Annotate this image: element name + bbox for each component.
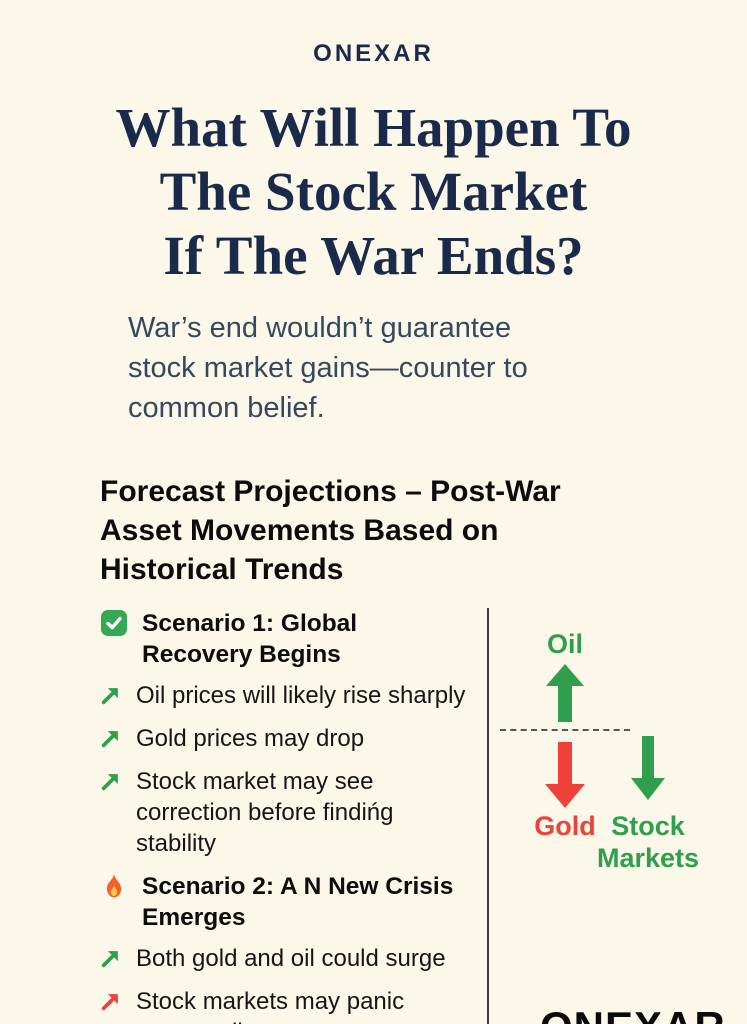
scenario-2-title: Scenario 2: A N New Crisis Emerges — [142, 873, 454, 931]
bullet-text: Stock market may see correction before f… — [136, 768, 394, 857]
subtitle-line-2: stock market gains—counter to — [128, 352, 528, 384]
up-right-arrow-icon — [100, 948, 121, 969]
bullet-text: Both gold and oil could surge — [136, 945, 446, 972]
up-right-arrow-icon — [100, 991, 121, 1012]
up-right-arrow-icon — [100, 771, 121, 792]
section-heading-line-1: Forecast Projections – Post-War — [100, 475, 561, 508]
up-right-arrow-icon — [100, 728, 121, 749]
scenario-2-header: Scenario 2: A N New Crisis Emerges — [100, 871, 472, 933]
bullet-text: Stock markets may panic temporarily — [136, 988, 405, 1024]
diagram-oil-label: Oil — [546, 629, 583, 659]
list-item: Both gold and oil could surge — [100, 943, 472, 974]
title-line-2: The Stock Market — [159, 161, 588, 222]
brand-logo-top: ONEXAR — [313, 40, 434, 67]
scenario-list: Scenario 1: Global Recovery Begins Oil p… — [100, 608, 472, 1024]
brand-logo-bottom: ONEXAR — [540, 1003, 726, 1024]
baseline-dashed-line — [500, 729, 630, 731]
section-heading: Forecast Projections – Post-War Asset Mo… — [100, 472, 660, 589]
bullet-text: Oil prices will likely rise sharply — [136, 682, 466, 709]
bullet-text: Gold prices may drop — [136, 725, 365, 752]
column-divider — [487, 608, 489, 1024]
list-item: Oil prices will likely rise sharply — [100, 680, 472, 711]
subtitle-line-1: War’s end wouldn’t guarantee — [128, 312, 512, 344]
diagram-stock-label: Stock Markets — [596, 811, 700, 873]
page-subtitle: War’s end wouldn’t guarantee stock marke… — [128, 308, 628, 428]
list-item: Stock markets may panic temporarily — [100, 986, 472, 1024]
gold-down-arrow — [545, 742, 585, 808]
check-badge-icon — [100, 609, 128, 637]
list-item: Stock market may see correction before f… — [100, 766, 472, 859]
stock-down-arrow — [631, 736, 665, 800]
list-item: Gold prices may drop — [100, 723, 472, 754]
scenario-1-header: Scenario 1: Global Recovery Begins — [100, 608, 472, 670]
scenario-1-title: Scenario 1: Global Recovery Begins — [142, 610, 358, 668]
oil-up-arrow — [546, 664, 584, 722]
page-title: What Will Happen To The Stock Market If … — [0, 96, 747, 288]
diagram-gold-label: Gold — [534, 811, 596, 841]
section-heading-line-3: Historical Trends — [100, 553, 344, 586]
up-right-arrow-icon — [100, 685, 121, 706]
title-line-1: What Will Happen To — [115, 97, 632, 158]
subtitle-line-3: common belief. — [128, 392, 325, 424]
section-heading-line-2: Asset Movements Based on — [100, 514, 499, 547]
title-line-3: If The War Ends? — [163, 225, 584, 286]
fire-icon — [100, 872, 128, 900]
